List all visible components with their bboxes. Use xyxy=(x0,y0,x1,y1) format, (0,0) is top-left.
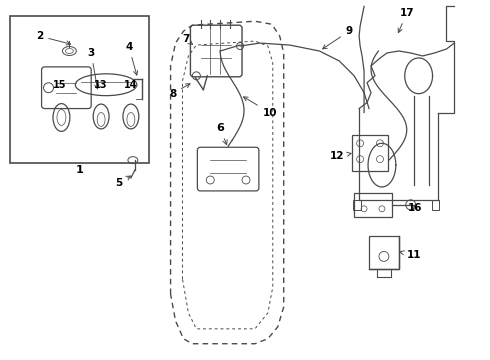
Text: 5: 5 xyxy=(115,176,130,188)
Text: 8: 8 xyxy=(169,84,190,99)
Text: 14: 14 xyxy=(124,80,138,90)
Text: 2: 2 xyxy=(36,31,71,45)
Bar xyxy=(369,235,399,269)
Text: 10: 10 xyxy=(244,97,277,117)
Text: 7: 7 xyxy=(182,34,193,44)
Text: 17: 17 xyxy=(398,8,414,32)
Text: 4: 4 xyxy=(125,42,138,75)
Text: 11: 11 xyxy=(400,251,421,260)
Bar xyxy=(353,200,361,210)
Text: 12: 12 xyxy=(330,151,351,161)
Text: 9: 9 xyxy=(322,26,353,49)
Text: 16: 16 xyxy=(407,203,422,213)
Bar xyxy=(432,200,440,210)
Bar xyxy=(10,16,149,163)
Text: 13: 13 xyxy=(95,80,108,90)
Text: 3: 3 xyxy=(88,48,99,89)
Bar xyxy=(352,135,388,171)
Text: 15: 15 xyxy=(53,80,66,90)
Bar xyxy=(354,193,392,217)
Text: 1: 1 xyxy=(75,165,83,175)
Text: 6: 6 xyxy=(216,123,227,145)
